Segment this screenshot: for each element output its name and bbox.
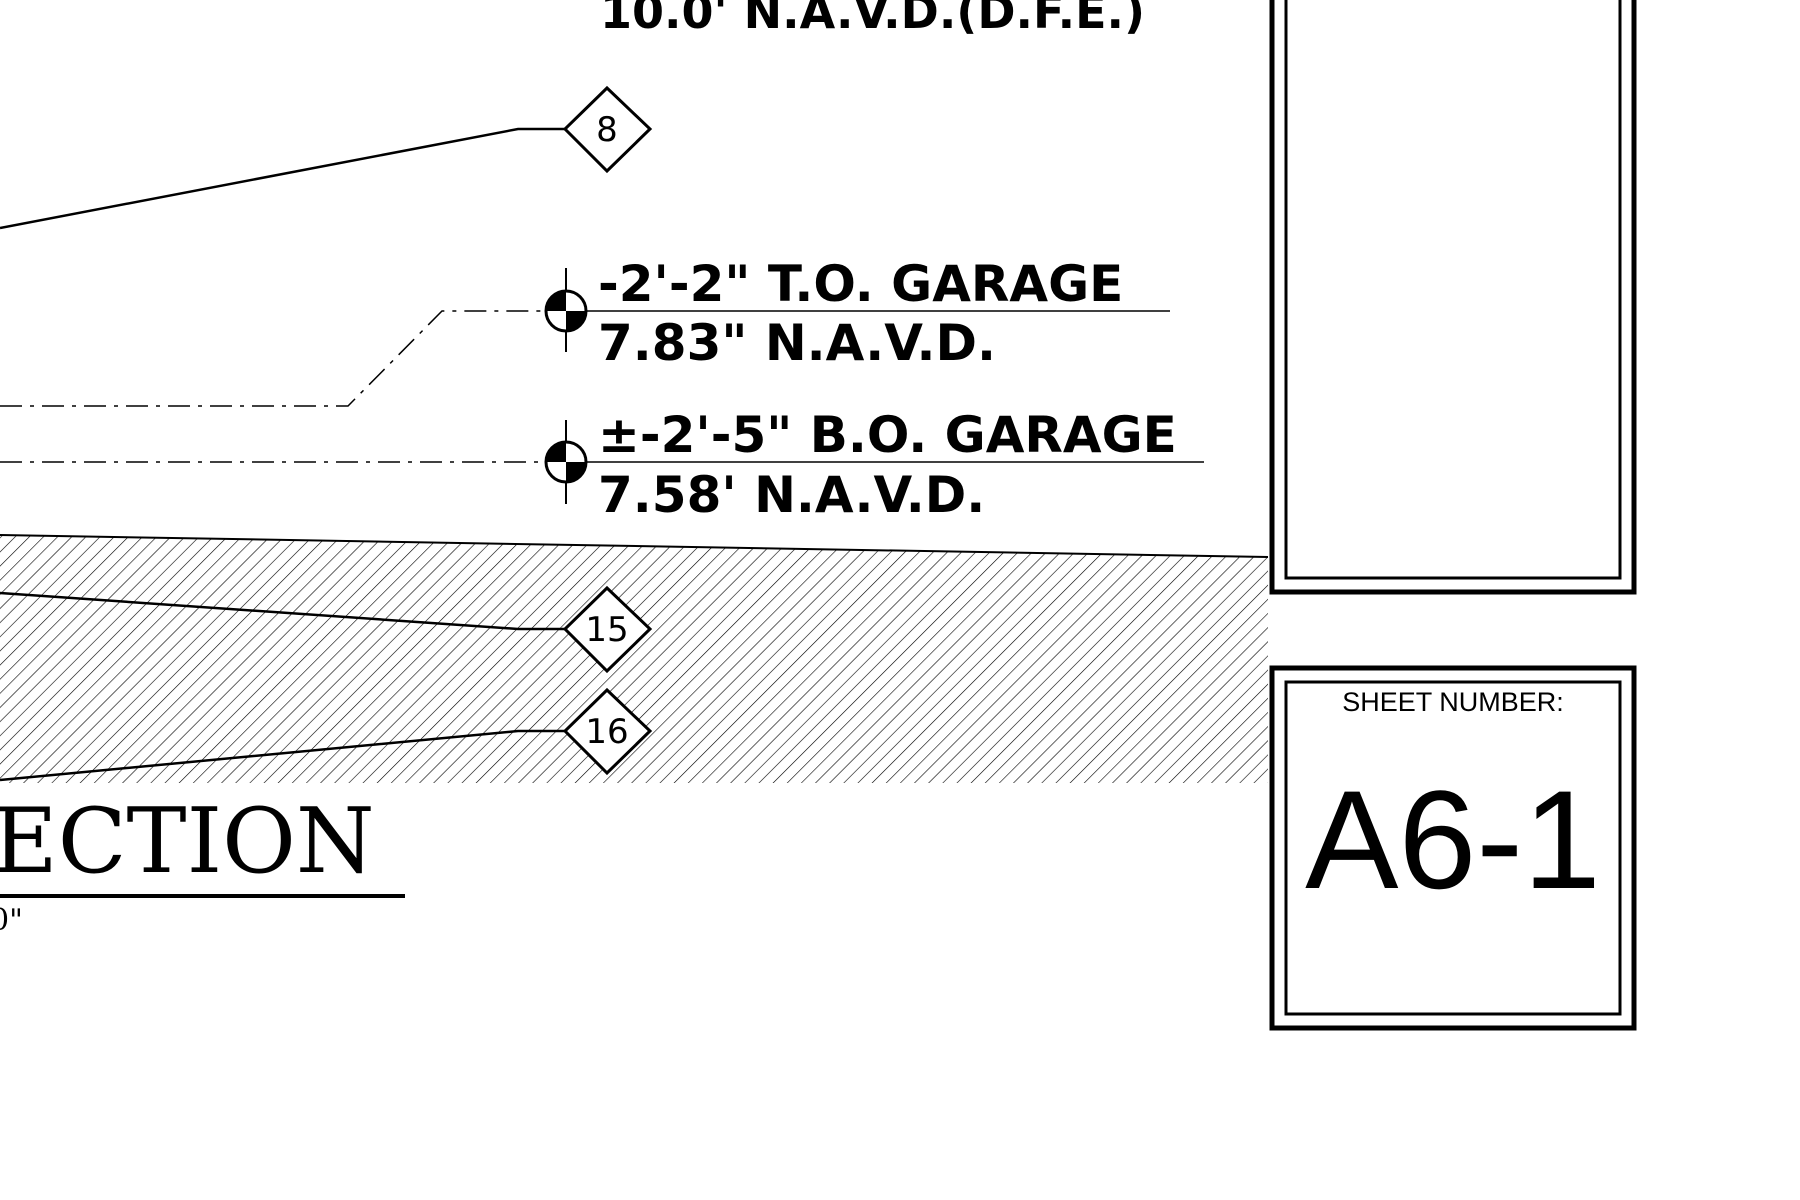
keynote-8: 8 <box>562 85 653 174</box>
slab-top-edge <box>0 534 1269 558</box>
keynote-16-leader <box>0 729 570 782</box>
keynote-8-leader <box>0 127 570 230</box>
elevation-dfe-label: 10.0' N.A.V.D.(D.F.E.) <box>600 0 1145 39</box>
to-garage-navd: 7.83" N.A.V.D. <box>598 314 996 372</box>
bo-garage-label: ±-2'-5" B.O. GARAGE <box>598 406 1177 464</box>
title-block-upper <box>1269 0 1637 595</box>
to-garage-marker <box>544 268 1170 352</box>
keynote-diamond-icon <box>562 85 653 174</box>
section-scale-fragment: 0" <box>0 903 23 938</box>
keynote-diamond-icon <box>562 585 653 674</box>
hatched-slab <box>0 535 1268 783</box>
keynote-15-number: 15 <box>585 610 628 650</box>
keynote-15-leader <box>0 591 570 631</box>
section-title: ECTION <box>0 789 375 894</box>
sheet-number-block: SHEET NUMBER: A6-1 <box>1269 665 1637 1031</box>
bo-garage-marker <box>544 420 1204 504</box>
keynote-16: 16 <box>562 687 653 776</box>
sheet-number-label: SHEET NUMBER: <box>1342 687 1564 717</box>
sheet-number: A6-1 <box>1305 761 1601 918</box>
keynote-diamond-icon <box>562 687 653 776</box>
keynote-8-number: 8 <box>596 110 618 150</box>
to-garage-line <box>0 310 545 407</box>
keynote-15: 15 <box>562 585 653 674</box>
bo-garage-navd: 7.58' N.A.V.D. <box>598 466 985 524</box>
keynote-16-number: 16 <box>585 712 628 752</box>
to-garage-label: -2'-2" T.O. GARAGE <box>598 255 1123 313</box>
